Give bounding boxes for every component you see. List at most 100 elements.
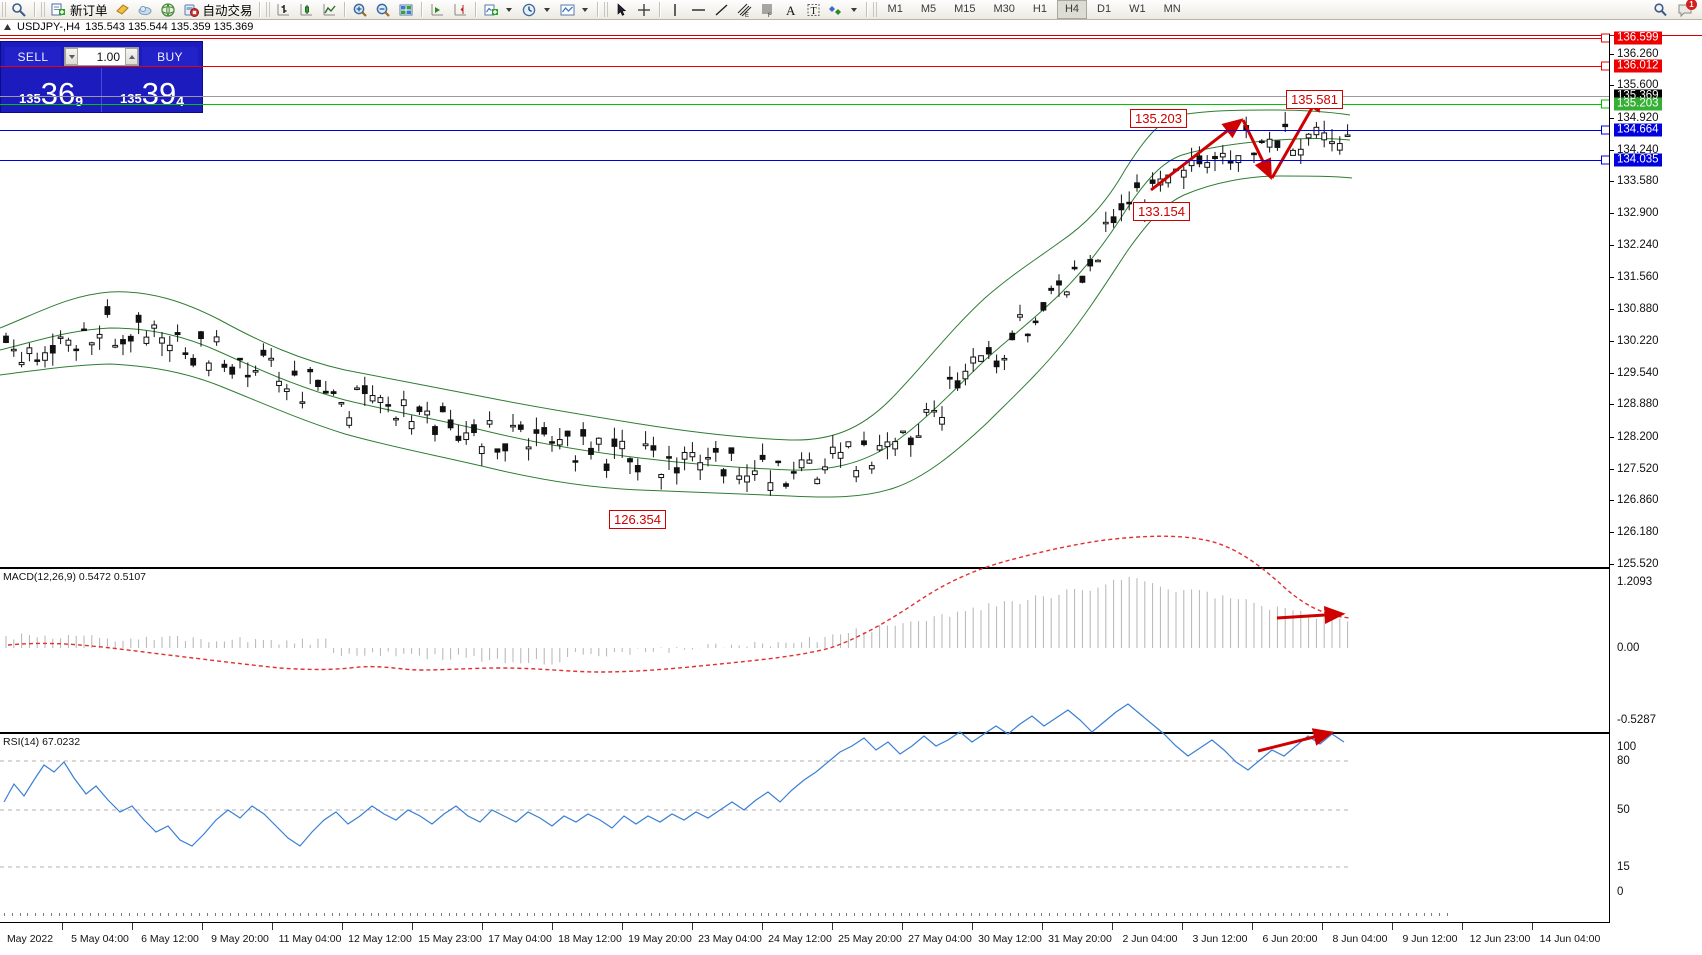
timeframe-m30[interactable]: M30 [993, 3, 1015, 15]
price-level-tag-resistance[interactable]: 136.012 [1614, 59, 1662, 73]
toolbar-button-periods[interactable] [518, 0, 556, 19]
price-level-support[interactable] [0, 104, 1609, 106]
sell-price[interactable]: 135 36 9 [1, 68, 101, 112]
toolbar-button-shapes[interactable] [825, 0, 863, 19]
toolbar-button-indicators[interactable] [480, 0, 518, 19]
price-level-support[interactable] [0, 159, 1609, 161]
toolbar-button-chart-shift[interactable] [449, 0, 472, 19]
time-axis-minor-tick [566, 913, 567, 916]
toolbar-button-vertical-line[interactable] [664, 0, 687, 19]
chart-canvas[interactable]: USDJPY-,H4 135.543 135.544 135.359 135.3… [0, 20, 1702, 945]
volume-stepper[interactable]: 1.00 [64, 47, 139, 66]
toolbar-button-equidistant-channel[interactable]: E [733, 0, 756, 19]
toolbar-grip[interactable] [872, 2, 877, 17]
price-axis[interactable]: 136.260 135.600 134.920 134.240 133.580 132.9… [1610, 34, 1702, 922]
toolbar-button-crosshair[interactable] [633, 0, 656, 19]
time-axis-label: 17 May 04:00 [488, 933, 552, 945]
time-axis[interactable]: May 2022 5 May 04:00 6 May 12:00 9 May 20:0… [0, 913, 1610, 955]
macd-pane[interactable] [0, 568, 1610, 733]
toolbar-button-bar-chart[interactable] [272, 0, 295, 19]
time-axis-tick [1112, 923, 1113, 930]
time-axis-minor-tick [472, 913, 473, 916]
toolbar-button-text[interactable]: A [779, 0, 802, 19]
chevron-down-icon[interactable] [581, 7, 588, 12]
toolbar-separator [658, 2, 661, 17]
toolbar-button-templates[interactable] [556, 0, 594, 19]
buy-button[interactable]: BUY [142, 46, 198, 67]
toolbar-button-fibonacci[interactable]: F [756, 0, 779, 19]
toolbar-button-auto-scroll[interactable] [426, 0, 449, 19]
timeframe-m5[interactable]: M5 [920, 3, 937, 15]
time-axis-minor-tick [1260, 913, 1261, 916]
toolbar-grip[interactable] [41, 2, 45, 17]
price-pane[interactable] [0, 36, 1610, 568]
price-level-tag-resistance[interactable]: 136.599 [1614, 31, 1662, 45]
toolbar-button-text-label[interactable]: T [802, 0, 825, 19]
toolbar-button-new-order[interactable]: 新订单 [47, 0, 111, 19]
toolbar-grip[interactable] [2, 2, 6, 17]
toolbar-button-candlestick-chart[interactable] [295, 0, 318, 19]
toolbar-button-globe[interactable] [157, 0, 180, 19]
chevron-down-icon[interactable] [505, 7, 512, 12]
toolbar-button-auto-trading[interactable]: 自动交易 [180, 0, 256, 19]
volume-value[interactable]: 1.00 [96, 49, 120, 64]
chevron-down-icon[interactable] [543, 7, 550, 12]
timeframe-h1[interactable]: H1 [1032, 3, 1047, 15]
price-axis-label: 130.220 [1617, 334, 1659, 347]
time-axis-minor-tick [105, 913, 106, 916]
timeframe-w1[interactable]: W1 [1129, 3, 1146, 15]
annotation-label[interactable]: 133.154 [1133, 202, 1190, 221]
toolbar-button-pointer[interactable] [610, 0, 633, 19]
timeframe-d1[interactable]: D1 [1097, 3, 1112, 15]
time-axis-minor-tick [222, 913, 223, 916]
rsi-pane[interactable] [0, 733, 1610, 922]
time-axis-minor-tick [121, 913, 122, 916]
notifications-icon[interactable]: 1 [1677, 0, 1697, 18]
timeframe-h4[interactable]: H4 [1056, 0, 1088, 19]
time-axis-minor-tick [1065, 913, 1066, 916]
one-click-trade-panel[interactable]: SELL 1.00 BUY 135 36 9 135 39 4 [0, 41, 203, 113]
price-level-tag-support[interactable]: 134.664 [1614, 123, 1662, 137]
time-axis-minor-tick [1158, 913, 1159, 916]
toolbar-button-line-chart[interactable] [318, 0, 341, 19]
buy-price[interactable]: 135 39 4 [101, 68, 202, 112]
toolbar-button-cursor-magnifier[interactable] [8, 0, 31, 19]
time-axis-minor-tick [1244, 913, 1245, 916]
price-level-resistance[interactable] [0, 37, 1609, 39]
annotation-label[interactable]: 135.203 [1130, 109, 1187, 128]
toolbar-button-horizontal-line[interactable] [687, 0, 710, 19]
toolbar-button-trendline[interactable] [710, 0, 733, 19]
time-axis-minor-tick [948, 913, 949, 916]
toolbar-button-tile-windows[interactable] [395, 0, 418, 19]
timeframe-m15[interactable]: M15 [954, 3, 976, 15]
toolbar-button-cloud[interactable] [134, 0, 157, 19]
chevron-down-icon[interactable] [850, 7, 857, 12]
price-level-last-price[interactable] [0, 96, 1609, 98]
timeframe-mn[interactable]: MN [1163, 3, 1181, 15]
svg-text:F: F [768, 13, 772, 18]
time-axis-tick [832, 923, 833, 930]
time-axis-minor-tick [1026, 913, 1027, 916]
timeframe-m1[interactable]: M1 [887, 3, 903, 15]
toolbar-button-expert-advisor[interactable] [111, 0, 134, 19]
time-axis-minor-tick [519, 913, 520, 916]
volume-increment-button[interactable] [125, 48, 138, 65]
annotation-label[interactable]: 135.581 [1286, 90, 1343, 109]
price-level-resistance[interactable] [0, 65, 1609, 67]
volume-decrement-button[interactable] [65, 48, 78, 65]
toolbar-button-zoom-in[interactable] [349, 0, 372, 19]
price-level-tag-support[interactable]: 134.035 [1614, 153, 1662, 167]
svg-text:T: T [810, 6, 816, 17]
time-axis-label: 30 May 12:00 [978, 933, 1042, 945]
time-axis-minor-tick [1190, 913, 1191, 916]
time-axis-minor-tick [144, 913, 145, 916]
sell-button[interactable]: SELL [5, 46, 61, 67]
toolbar-grip[interactable] [603, 2, 608, 17]
toolbar-grip[interactable] [265, 2, 270, 17]
price-level-support[interactable] [0, 129, 1609, 131]
toolbar-button-zoom-out[interactable] [372, 0, 395, 19]
price-level-tag-support[interactable]: 135.203 [1614, 97, 1662, 111]
search-icon[interactable] [1652, 2, 1669, 18]
time-axis-minor-tick [620, 913, 621, 916]
annotation-label[interactable]: 126.354 [609, 510, 666, 529]
